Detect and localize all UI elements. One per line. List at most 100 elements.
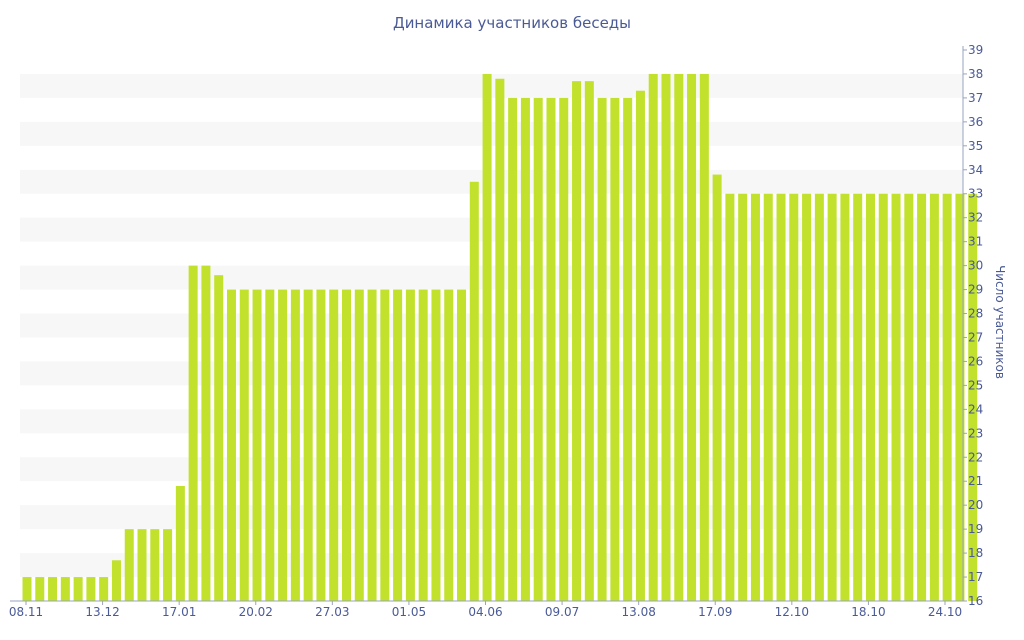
y-tick-label: 25	[968, 378, 983, 392]
bar	[520, 97, 530, 602]
y-tick-label: 18	[968, 546, 983, 560]
y-tick-label: 29	[968, 283, 983, 297]
bar	[469, 181, 479, 601]
bar	[584, 81, 594, 601]
bar	[648, 73, 658, 601]
y-tick-label: 16	[968, 594, 983, 608]
x-tick-label: 27.03	[315, 605, 349, 619]
bar	[457, 289, 467, 601]
bar	[239, 289, 249, 601]
bar	[763, 193, 773, 601]
y-tick-label: 19	[968, 522, 983, 536]
bar	[789, 193, 799, 601]
y-tick-label: 36	[968, 115, 983, 129]
bar	[712, 174, 722, 601]
bar	[955, 193, 965, 601]
bar	[316, 289, 326, 601]
bar	[635, 90, 645, 602]
bar	[214, 275, 224, 601]
bar	[22, 577, 32, 601]
bar	[137, 529, 147, 601]
bar	[802, 193, 812, 601]
y-tick-label: 39	[968, 43, 983, 57]
bar	[418, 289, 428, 601]
y-tick-label: 34	[968, 163, 983, 177]
bar	[738, 193, 748, 601]
x-axis: 08.11 13.12 17.01 20.02 27.03 01.05 04.06 09.07…	[9, 600, 963, 619]
bar	[163, 529, 173, 601]
y-tick-label: 35	[968, 139, 983, 153]
x-tick-label: 13.12	[85, 605, 119, 619]
bar	[35, 577, 45, 601]
bar	[750, 193, 760, 601]
bar	[878, 193, 888, 601]
y-tick-label: 30	[968, 259, 983, 273]
bar	[623, 97, 633, 602]
bar	[865, 193, 875, 601]
bar	[776, 193, 786, 601]
y-tick-label: 24	[968, 402, 983, 416]
bars	[22, 73, 978, 602]
bar	[252, 289, 262, 601]
bar	[546, 97, 556, 602]
bar	[99, 577, 109, 601]
chart-title: Динамика участников беседы	[393, 14, 631, 32]
bar	[917, 193, 927, 601]
bar	[444, 289, 454, 601]
bar	[853, 193, 863, 601]
y-tick-label: 31	[968, 235, 983, 249]
y-tick-label: 23	[968, 426, 983, 440]
bar	[904, 193, 914, 601]
y-tick-label: 17	[968, 570, 983, 584]
bar	[482, 73, 492, 601]
bar	[111, 560, 121, 601]
y-tick-label: 20	[968, 498, 983, 512]
x-tick-label: 01.05	[392, 605, 426, 619]
bar	[968, 193, 978, 601]
bar	[508, 97, 518, 602]
x-tick-label: 17.09	[698, 605, 732, 619]
bar	[597, 97, 607, 602]
bar	[840, 193, 850, 601]
bar	[188, 265, 198, 601]
x-tick-label: 13.08	[621, 605, 655, 619]
bar	[354, 289, 364, 601]
bar	[303, 289, 313, 601]
bar	[687, 73, 697, 601]
y-tick-label: 26	[968, 354, 983, 368]
bar	[342, 289, 351, 601]
bar	[942, 193, 952, 601]
bar	[380, 289, 390, 601]
x-tick-label: 12.10	[775, 605, 809, 619]
bar	[201, 265, 211, 601]
bar	[661, 73, 671, 601]
bar	[329, 289, 339, 601]
x-tick-label: 17.01	[162, 605, 196, 619]
bar	[150, 529, 160, 601]
x-tick-label: 24.10	[928, 605, 962, 619]
y-axis-label: Число участников	[993, 265, 1007, 379]
bar	[559, 97, 569, 602]
y-tick-label: 32	[968, 211, 983, 225]
bar	[48, 577, 58, 601]
bar	[290, 289, 300, 601]
y-tick-label: 33	[968, 187, 983, 201]
bar	[929, 193, 939, 601]
bar	[495, 78, 505, 602]
bar	[827, 193, 837, 601]
bar	[572, 81, 582, 601]
bar	[226, 289, 236, 601]
bar	[814, 193, 824, 601]
x-tick-label: 18.10	[851, 605, 885, 619]
bar	[610, 97, 620, 602]
y-tick-label: 28	[968, 307, 983, 321]
x-tick-label: 09.07	[545, 605, 579, 619]
x-tick-label: 08.11	[9, 605, 43, 619]
bar	[367, 289, 377, 601]
bar	[265, 289, 275, 601]
bar	[278, 289, 288, 601]
bar	[699, 73, 709, 601]
bar	[533, 97, 543, 602]
y-tick-label: 21	[968, 474, 983, 488]
